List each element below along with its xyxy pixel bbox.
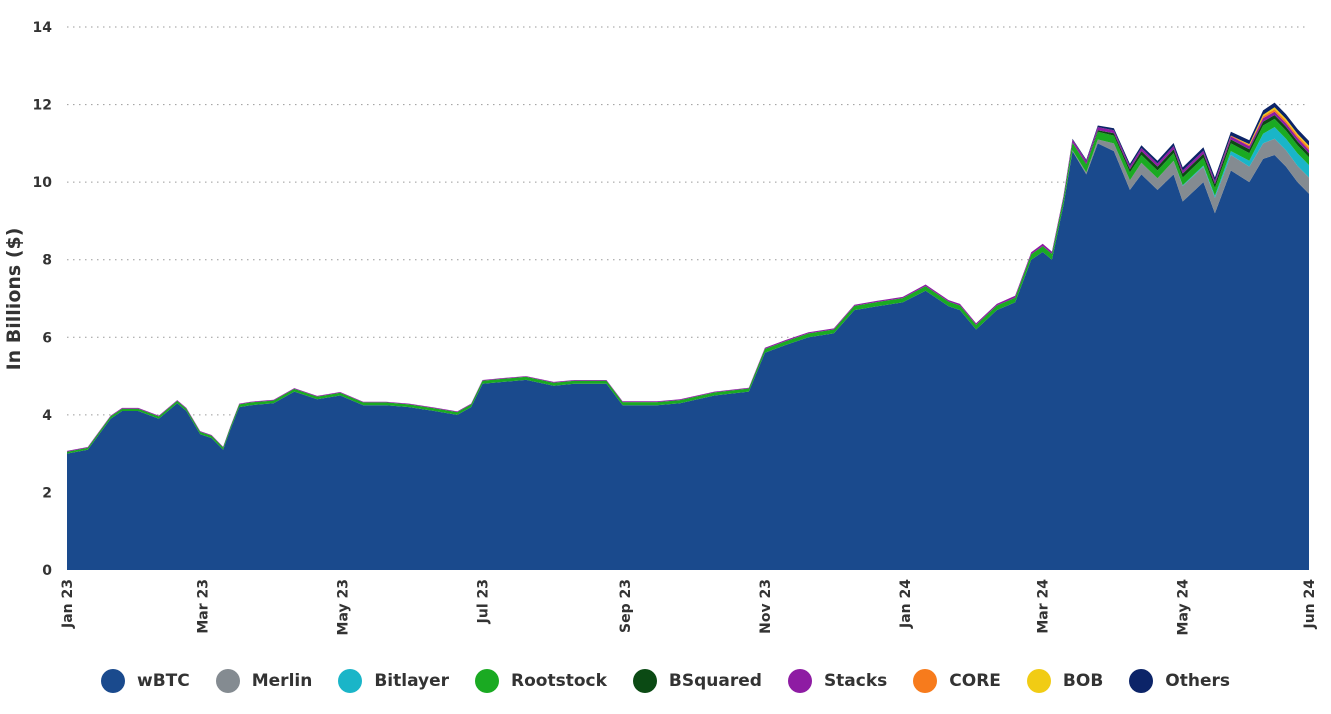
legend-item-rootstock[interactable]: Rootstock xyxy=(475,669,607,693)
y-tick-label: 10 xyxy=(33,175,53,191)
legend-swatch xyxy=(100,669,125,693)
x-tick-label: May 24 xyxy=(1176,579,1192,636)
legend-label: Rootstock xyxy=(511,671,607,691)
legend-label: Merlin xyxy=(251,671,313,691)
x-tick-label: May 23 xyxy=(336,579,352,635)
legend-item-bob[interactable]: BOB xyxy=(1026,669,1104,693)
x-tick-label: Jun 24 xyxy=(1302,579,1318,630)
y-tick-label: 8 xyxy=(42,253,52,269)
legend-label: Bitlayer xyxy=(374,671,450,691)
x-tick-label: Mar 23 xyxy=(195,579,211,634)
legend-swatch xyxy=(1129,669,1154,693)
x-tick-label: Jul 23 xyxy=(476,579,492,624)
y-tick-label: 2 xyxy=(42,485,52,501)
legend-label: CORE xyxy=(949,671,1001,691)
x-tick-label: Nov 23 xyxy=(758,579,774,634)
x-axis-ticks: Jan 23 Mar 23 May 23 Jul 23 Sep 23 Nov 23 Jan … xyxy=(60,579,1318,636)
x-tick-label: Jan 24 xyxy=(898,579,914,629)
legend-label: wBTC xyxy=(136,671,190,691)
x-tick-label: Jan 23 xyxy=(60,579,76,629)
legend-label: Others xyxy=(1165,671,1231,691)
series-area-wbtc xyxy=(67,143,1309,570)
legend-item-wbtc[interactable]: wBTC xyxy=(100,669,190,693)
legend-swatch xyxy=(787,669,812,693)
legend-item-stacks[interactable]: Stacks xyxy=(787,669,888,693)
legend-item-merlin[interactable]: Merlin xyxy=(215,669,313,693)
legend: wBTC Merlin Bitlayer Rootstock BSquared Stack… xyxy=(0,664,1331,698)
legend-swatch xyxy=(338,669,363,693)
legend-swatch xyxy=(475,669,500,693)
legend-label: BSquared xyxy=(668,671,762,691)
y-tick-label: 14 xyxy=(33,20,53,36)
legend-item-others[interactable]: Others xyxy=(1129,669,1230,693)
area-chart: 0 2 4 6 8 10 12 14 Jan 23 Mar 23 May 23 Jul 23 Sep … xyxy=(3,20,1318,636)
legend-item-core[interactable]: CORE xyxy=(913,669,1001,693)
x-tick-label: Mar 24 xyxy=(1036,579,1052,634)
legend-swatch xyxy=(632,669,657,693)
legend-item-bsquared[interactable]: BSquared xyxy=(632,669,762,693)
y-tick-label: 4 xyxy=(42,408,52,424)
legend-label: Stacks xyxy=(823,671,888,691)
legend-swatch xyxy=(215,669,240,693)
x-tick-label: Sep 23 xyxy=(618,579,634,633)
y-tick-label: 0 xyxy=(42,563,52,579)
y-tick-label: 12 xyxy=(33,98,52,114)
y-tick-label: 6 xyxy=(42,330,52,346)
legend-swatch xyxy=(913,669,938,693)
legend-swatch xyxy=(1026,669,1051,693)
series-areas xyxy=(67,102,1309,570)
y-axis-ticks: 0 2 4 6 8 10 12 14 xyxy=(33,20,53,579)
legend-item-bitlayer[interactable]: Bitlayer xyxy=(338,669,449,693)
legend-label: BOB xyxy=(1062,671,1104,691)
y-axis-label: In Billions ($) xyxy=(3,228,25,371)
